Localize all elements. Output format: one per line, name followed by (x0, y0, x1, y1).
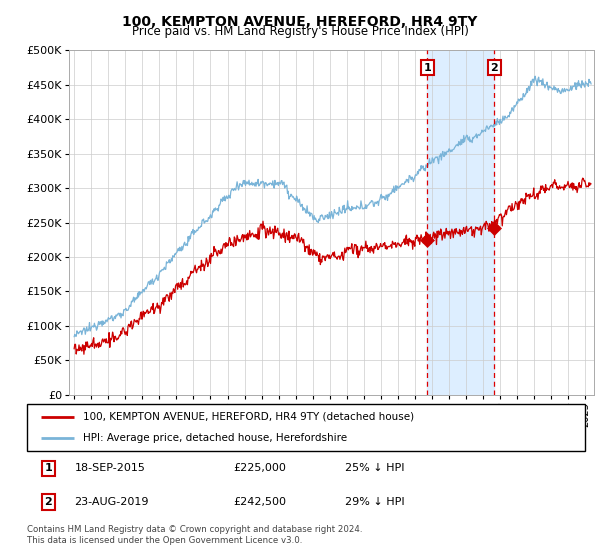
Text: 2: 2 (490, 63, 498, 73)
Text: 18-SEP-2015: 18-SEP-2015 (74, 464, 145, 473)
Text: 29% ↓ HPI: 29% ↓ HPI (345, 497, 404, 507)
Bar (427, 50, 494, 395)
Text: 100, KEMPTON AVENUE, HEREFORD, HR4 9TY (detached house): 100, KEMPTON AVENUE, HEREFORD, HR4 9TY (… (83, 412, 414, 422)
Text: 1: 1 (424, 63, 431, 73)
Text: HPI: Average price, detached house, Herefordshire: HPI: Average price, detached house, Here… (83, 433, 347, 444)
Text: Contains HM Land Registry data © Crown copyright and database right 2024.
This d: Contains HM Land Registry data © Crown c… (27, 525, 362, 545)
Text: £225,000: £225,000 (233, 464, 286, 473)
Text: 1: 1 (44, 464, 52, 473)
Text: 23-AUG-2019: 23-AUG-2019 (74, 497, 149, 507)
Text: 100, KEMPTON AVENUE, HEREFORD, HR4 9TY: 100, KEMPTON AVENUE, HEREFORD, HR4 9TY (122, 15, 478, 29)
Text: Price paid vs. HM Land Registry's House Price Index (HPI): Price paid vs. HM Land Registry's House … (131, 25, 469, 38)
Text: 2: 2 (44, 497, 52, 507)
Text: 25% ↓ HPI: 25% ↓ HPI (345, 464, 404, 473)
Text: £242,500: £242,500 (233, 497, 286, 507)
